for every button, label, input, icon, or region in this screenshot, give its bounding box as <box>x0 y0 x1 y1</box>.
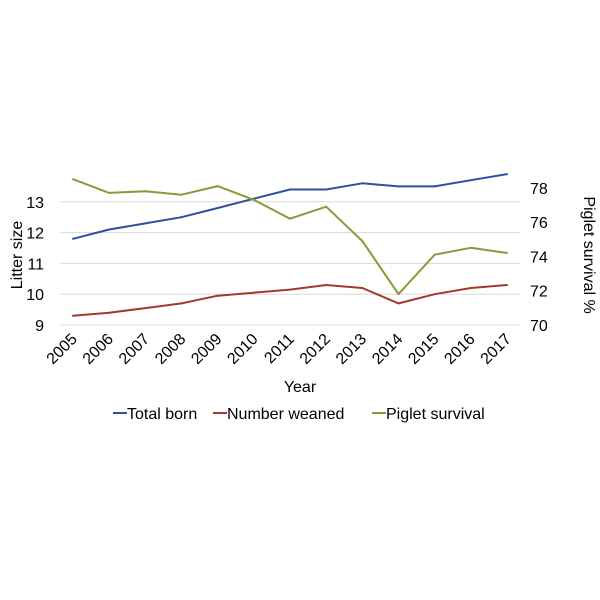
piglet-survival-point <box>361 240 364 242</box>
x-tick-label: 2017 <box>478 331 515 368</box>
total-born-point <box>469 179 472 182</box>
number-weaned-point <box>216 294 219 297</box>
x-tick-label: 2006 <box>80 331 117 368</box>
piglet-survival-point <box>289 217 291 220</box>
left-axis-ticks: 9 10 11 12 13 <box>26 195 44 335</box>
x-tick-label: 2016 <box>441 331 478 368</box>
total-born-point <box>108 228 111 231</box>
number-weaned-point <box>252 291 255 294</box>
total-born-point <box>216 207 219 209</box>
left-tick-label: 12 <box>26 226 44 243</box>
right-tick-label: 78 <box>530 181 548 198</box>
left-tick-label: 11 <box>27 256 44 273</box>
gridlines <box>60 201 520 326</box>
legend-label-total-born: Total born <box>127 406 197 423</box>
piglet-survival-point <box>252 198 255 201</box>
series-lines <box>72 173 508 317</box>
x-tick-label: 2013 <box>333 331 370 368</box>
number-weaned-point <box>289 288 291 291</box>
x-tick-label: 2012 <box>297 331 334 368</box>
x-tick-label: 2014 <box>369 331 406 368</box>
piglet-survival-point <box>397 293 400 296</box>
total-born-point <box>433 185 436 188</box>
piglet-survival-point <box>180 193 183 196</box>
piglet-survival-point <box>216 185 219 188</box>
left-axis-title: Litter size <box>9 221 26 290</box>
total-born-point <box>361 182 364 185</box>
number-weaned-point <box>180 302 183 305</box>
x-tick-label: 2007 <box>116 331 153 368</box>
number-weaned-point <box>361 287 364 289</box>
left-tick-label: 13 <box>26 195 44 212</box>
piglet-survival-point <box>506 252 508 254</box>
right-tick-label: 74 <box>530 249 548 266</box>
number-weaned-point <box>144 307 147 310</box>
number-weaned-point <box>433 293 436 296</box>
piglet-survival-point <box>469 246 472 249</box>
x-tick-label: 2010 <box>224 331 261 368</box>
legend-label-number-weaned: Number weaned <box>227 406 344 423</box>
right-tick-label: 70 <box>530 318 548 335</box>
right-tick-label: 72 <box>530 284 548 301</box>
piglet-survival-point <box>325 205 328 208</box>
left-tick-label: 9 <box>35 318 44 335</box>
x-tick-label: 2005 <box>44 331 81 368</box>
total-born-point <box>72 237 74 240</box>
number-weaned-point <box>397 302 400 305</box>
total-born-point <box>506 173 508 176</box>
x-axis-title: Year <box>284 379 317 396</box>
piglet-survival-point <box>108 191 111 194</box>
x-tick-label: 2015 <box>405 331 442 368</box>
x-tick-label: 2008 <box>152 331 189 368</box>
right-axis-ticks: 70 72 74 76 78 <box>530 181 548 335</box>
total-born-point <box>144 222 147 225</box>
piglet-survival-point <box>144 190 147 193</box>
piglet-survival-line <box>72 178 508 296</box>
number-weaned-point <box>108 311 111 314</box>
number-weaned-point <box>72 314 74 317</box>
total-born-point <box>289 188 291 191</box>
right-tick-label: 76 <box>530 215 548 232</box>
total-born-point <box>325 188 328 191</box>
x-tick-label: 2009 <box>188 331 225 368</box>
total-born-point <box>180 216 183 219</box>
number-weaned-point <box>325 284 328 286</box>
number-weaned-point <box>469 287 472 289</box>
left-tick-label: 10 <box>26 287 44 304</box>
number-weaned-point <box>506 284 508 286</box>
legend: Total born Number weaned Piglet survival <box>113 406 485 423</box>
piglet-survival-point <box>433 253 436 256</box>
piglet-survival-point <box>72 178 74 181</box>
legend-label-piglet-survival: Piglet survival <box>386 406 485 423</box>
right-axis-title: Piglet survival % <box>580 196 597 313</box>
total-born-point <box>397 185 400 188</box>
x-tick-label: 2011 <box>261 331 297 367</box>
total-born-line <box>72 173 508 240</box>
